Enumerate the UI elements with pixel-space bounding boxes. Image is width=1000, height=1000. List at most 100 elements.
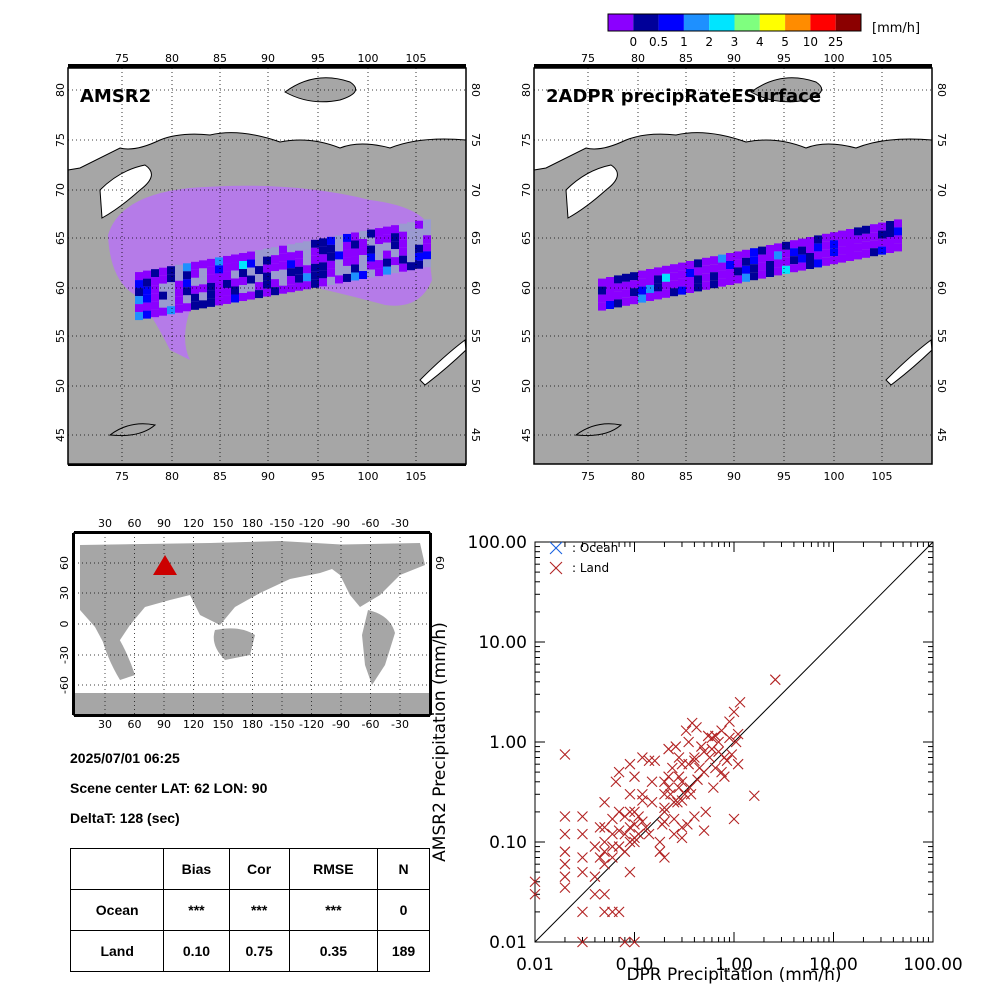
- scatter-point: [643, 755, 655, 767]
- precip-cell: [790, 256, 798, 265]
- lat-tick-label-left: 75: [520, 133, 533, 147]
- precip-cell: [838, 230, 846, 239]
- scatter-point: [577, 852, 588, 863]
- scatter-point: [681, 819, 693, 830]
- precip-cell: [239, 253, 247, 262]
- precip-cell: [678, 286, 686, 295]
- scatter-point-stroke: [613, 906, 625, 918]
- rmse-cell: ***: [288, 889, 379, 931]
- precip-cell: [351, 232, 359, 241]
- scatter-point-stroke: [728, 706, 740, 718]
- precip-cell: [383, 242, 391, 251]
- x-tick-label: 0.10: [616, 955, 654, 975]
- precip-cell: [878, 238, 886, 247]
- precip-cell: [726, 261, 734, 269]
- precip-cell: [399, 247, 407, 256]
- globe-top-bar: [74, 531, 430, 534]
- scatter-point-stroke: [559, 858, 571, 870]
- scatter-point-stroke: [676, 821, 688, 833]
- globe-lat-label-left: -60: [58, 676, 71, 694]
- precip-cell: [231, 286, 239, 295]
- precip-cell: [263, 272, 271, 281]
- precip-cell: [662, 265, 670, 274]
- globe-lon-label-bottom: -90: [332, 718, 350, 731]
- scatter-points: [529, 674, 781, 948]
- lon-tick-label-bottom: 85: [213, 470, 227, 483]
- precip-cell: [750, 256, 758, 265]
- scatter-point: [663, 782, 674, 793]
- scatter-point: [599, 888, 610, 900]
- precip-cell: [862, 249, 870, 258]
- precip-cell: [694, 267, 702, 276]
- precip-cell: [790, 248, 798, 257]
- precip-cell: [399, 263, 407, 272]
- precip-cell: [790, 240, 798, 249]
- precip-cell: [415, 220, 423, 229]
- precip-cell: [638, 270, 646, 279]
- precip-cell: [255, 290, 263, 299]
- precip-cell: [159, 291, 167, 300]
- precip-cell: [415, 228, 423, 237]
- precip-cell: [646, 285, 654, 293]
- lon-tick-label-bottom: 105: [872, 470, 893, 483]
- precip-cell: [143, 270, 151, 279]
- scatter-point: [599, 846, 610, 858]
- scatter-point-stroke: [577, 906, 588, 918]
- scatter-point-stroke: [716, 766, 727, 778]
- scatter-point: [659, 776, 670, 788]
- n-cell: 189: [377, 930, 430, 972]
- scatter-point: [685, 788, 697, 800]
- scatter-plot: 0.010.01 0.10 0.10 1.00 1.00 10.00 10.00 100.00…: [430, 533, 963, 985]
- amsr2-map: 75 75 80 80 85 85 90 90 95 95 100 100 105 105 80 80 75 75…: [54, 52, 482, 483]
- precip-cell: [383, 226, 391, 235]
- scatter-point: [610, 776, 622, 788]
- stats-table: Bias Cor RMSE N Ocean *** *** *** 0 Land…: [69, 848, 430, 972]
- scatter-point-stroke: [689, 752, 700, 763]
- precip-cell: [359, 271, 367, 280]
- precip-cell: [710, 272, 718, 281]
- scatter-point-stroke: [689, 755, 700, 767]
- globe-lon-label-bottom: 30: [98, 718, 112, 731]
- lat-tick-label-left: 50: [520, 379, 533, 393]
- globe-lon-label-top: -60: [362, 517, 380, 530]
- precip-cell: [247, 291, 255, 300]
- lat-tick-label-right: 75: [469, 133, 482, 147]
- precip-cell: [678, 270, 686, 279]
- precip-cell: [798, 238, 806, 247]
- precip-cell: [782, 249, 790, 258]
- scatter-point: [673, 752, 685, 763]
- colorbar-swatch: [608, 14, 634, 31]
- scatter-point: [589, 888, 601, 900]
- precip-cell: [686, 269, 694, 277]
- scatter-point: [663, 771, 674, 783]
- colorbar-swatch: [633, 14, 659, 31]
- precip-cell: [870, 224, 878, 233]
- precip-cell: [183, 279, 191, 288]
- lat-tick-label-right: 65: [469, 231, 482, 245]
- map-title: AMSR2: [80, 86, 151, 107]
- precip-cell: [782, 257, 790, 266]
- precip-cell: [199, 260, 207, 269]
- scatter-point-stroke: [707, 782, 719, 793]
- precip-cell: [247, 267, 255, 276]
- precip-cell: [327, 268, 335, 277]
- precip-cell: [271, 247, 279, 256]
- scatter-point: [577, 866, 588, 878]
- precip-cell: [303, 265, 311, 274]
- precip-cell: [718, 270, 726, 279]
- scatter-point-stroke: [619, 828, 631, 840]
- scatter-point: [607, 852, 618, 863]
- scatter-point: [659, 816, 670, 827]
- scatter-point-stroke: [659, 802, 670, 814]
- lat-tick-label-right: 70: [469, 183, 482, 197]
- precip-cell: [351, 264, 359, 273]
- precip-cell: [726, 277, 734, 285]
- scatter-point-stroke: [559, 882, 571, 893]
- precip-cell: [606, 285, 614, 293]
- scatter-point: [683, 736, 695, 748]
- colorbar-unit: [mm/h]: [872, 21, 920, 36]
- precip-cell: [287, 252, 295, 261]
- precip-cell: [854, 235, 862, 244]
- lon-tick-label-top: 85: [213, 52, 227, 65]
- cor-cell: ***: [228, 889, 290, 931]
